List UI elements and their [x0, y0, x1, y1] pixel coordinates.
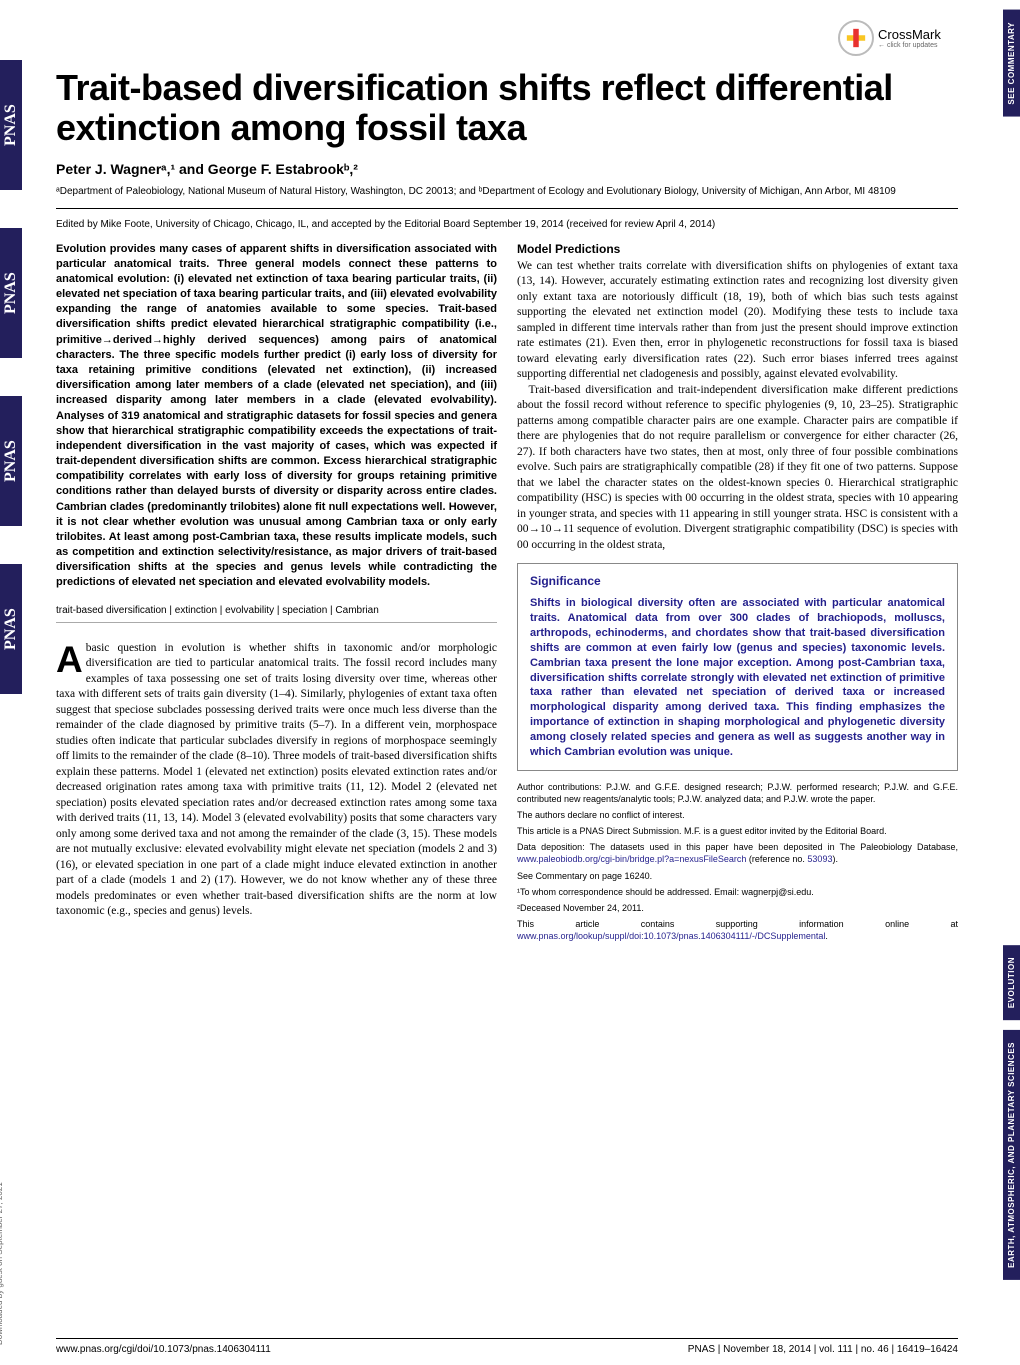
dropcap: A: [56, 645, 83, 675]
data-ref-link[interactable]: 53093: [807, 854, 832, 864]
supporting-link[interactable]: www.pnas.org/lookup/suppl/doi:10.1073/pn…: [517, 931, 825, 941]
crossmark-badge[interactable]: CrossMark ← click for updates: [838, 18, 958, 58]
right-tabs: SEE COMMENTARY EVOLUTION EARTH, ATMOSPHE…: [996, 0, 1020, 1365]
intro-paragraph: Abasic question in evolution is whether …: [56, 641, 497, 920]
pnas-logo-strip: PNAS PNAS PNAS PNAS: [0, 60, 22, 760]
downloaded-note: Downloaded by guest on September 27, 202…: [0, 1182, 4, 1345]
edited-by: Edited by Mike Foote, University of Chic…: [56, 219, 958, 230]
pnas-logo: PNAS: [0, 60, 22, 190]
tab-evolution: EVOLUTION: [1003, 945, 1020, 1020]
data-link[interactable]: www.paleobiodb.org/cgi-bin/bridge.pl?a=n…: [517, 854, 746, 864]
pnas-logo: PNAS: [0, 228, 22, 358]
submission-type: This article is a PNAS Direct Submission…: [517, 825, 958, 837]
crossmark-label: CrossMark: [878, 27, 941, 42]
significance-title: Significance: [530, 574, 945, 588]
tab-see-commentary: SEE COMMENTARY: [1003, 10, 1020, 117]
section-heading: Model Predictions: [517, 242, 958, 256]
see-commentary: See Commentary on page 16240.: [517, 870, 958, 882]
authors: Peter J. Wagnerᵃ,¹ and George F. Estabro…: [56, 161, 958, 177]
main-content: CrossMark ← click for updates Trait-base…: [26, 0, 996, 1365]
data-deposition: Data deposition: The datasets used in th…: [517, 841, 958, 865]
significance-body: Shifts in biological diversity often are…: [530, 596, 945, 759]
footer-doi: www.pnas.org/cgi/doi/10.1073/pnas.140630…: [56, 1344, 271, 1355]
page-footer: www.pnas.org/cgi/doi/10.1073/pnas.140630…: [56, 1338, 958, 1355]
tab-earth-sciences: EARTH, ATMOSPHERIC, AND PLANETARY SCIENC…: [1003, 1030, 1020, 1280]
conflict-statement: The authors declare no conflict of inter…: [517, 809, 958, 821]
deceased-note: ²Deceased November 24, 2011.: [517, 902, 958, 914]
crossmark-sublabel: ← click for updates: [878, 42, 941, 49]
correspondence: ¹To whom correspondence should be addres…: [517, 886, 958, 898]
intro-text: basic question in evolution is whether s…: [56, 642, 497, 918]
pnas-logo: PNAS: [0, 396, 22, 526]
crossmark-icon: [838, 20, 874, 56]
footnotes: Author contributions: P.J.W. and G.F.E. …: [517, 781, 958, 943]
article-body: Evolution provides many cases of apparen…: [56, 242, 958, 1262]
left-margin: PNAS PNAS PNAS PNAS Downloaded by guest …: [0, 0, 26, 1365]
pnas-logo: PNAS: [0, 564, 22, 694]
supporting-info: This article contains supporting informa…: [517, 918, 958, 942]
affiliations: ᵃDepartment of Paleobiology, National Mu…: [56, 185, 958, 198]
keywords: trait-based diversification | extinction…: [56, 605, 497, 623]
separator: [56, 208, 958, 209]
model-predictions-p1: We can test whether traits correlate wit…: [517, 259, 958, 383]
model-predictions-p2: Trait-based diversification and trait-in…: [517, 383, 958, 554]
footer-citation: PNAS | November 18, 2014 | vol. 111 | no…: [688, 1344, 958, 1355]
article-title: Trait-based diversification shifts refle…: [56, 68, 958, 149]
abstract: Evolution provides many cases of apparen…: [56, 242, 497, 591]
author-contributions: Author contributions: P.J.W. and G.F.E. …: [517, 781, 958, 805]
significance-box: Significance Shifts in biological divers…: [517, 563, 958, 770]
